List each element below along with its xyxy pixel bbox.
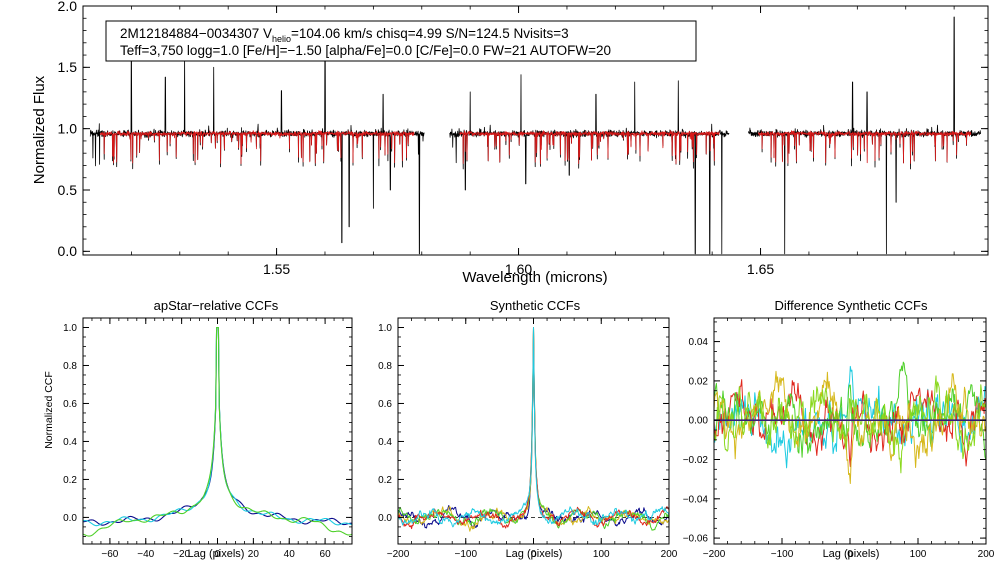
x-tick-label: −100 [454,549,477,560]
ccf-apstar-series [83,326,353,526]
ccf-difference-xlabel: Lag (pixels) [823,548,880,560]
y-tick-label: 0.4 [63,437,77,448]
ccf-apstar-ylabel: Normalized CCF [43,371,55,449]
ccf-synthetic-lines [397,327,670,532]
x-tick-label: −40 [137,549,154,560]
x-tick-label: −100 [771,549,794,560]
y-tick-label: 1.0 [63,323,77,334]
x-tick-label: 100 [593,549,610,560]
y-tick-label: 0.8 [63,361,77,372]
x-tick-label: 200 [661,549,678,560]
y-tick-label: 0.0 [63,513,77,524]
spectrum-ylabel: Normalized Flux [31,75,48,184]
ccf-synthetic-ticks: −200 −100 0 100 200 0.0 0.2 0.4 0.6 0.8 1.0 [378,317,678,560]
ccf-difference-title: Difference Synthetic CCFs [775,298,928,313]
y-tick-label: 0.00 [689,416,709,427]
x-tick-label: 0 [215,549,221,560]
x-tick-label: 100 [910,549,927,560]
y-tick-label: 0.6 [378,399,392,410]
y-tick-label: 1.0 [378,323,392,334]
annotation-line-1-prefix: 2M12184884−0034307 V [120,26,272,41]
spectrum-observed-line [449,74,730,255]
annotation-line-2: Teff=3,750 logg=1.0 [Fe/H]=−1.50 [alpha/… [120,43,611,58]
spectrum-model-line [757,130,972,164]
y-tick-label: 0.2 [378,475,392,486]
y-tick-label: 1.0 [58,121,78,137]
x-tick-label: 1.60 [505,261,532,277]
annotation-line-1: 2M12184884−0034307 Vhelio=104.06 km/s ch… [120,26,569,44]
y-tick-label: −0.04 [683,494,709,505]
spectrum-ticks: 1.55 1.60 1.65 0.0 0.5 1.0 1.5 2.0 [58,0,988,277]
ccf-difference-frame [713,317,987,545]
x-tick-label: 0 [847,549,853,560]
y-tick-label: 2.0 [58,0,78,14]
ccf-synthetic-panel: Synthetic CCFs −200 −100 0 100 200 0.0 0.2 0.4 0… [378,298,678,560]
spectrum-lines [89,16,982,255]
ccf-difference-series [714,375,986,474]
ccf-difference-ticks: −200 −100 0 100 200 −0.06 −0.04 −0.02 0.00 0.02 0.… [683,318,995,560]
y-tick-label: 0.0 [58,243,78,259]
x-tick-label: 40 [284,549,296,560]
y-tick-label: 0.6 [63,399,77,410]
x-tick-label: −20 [173,549,190,560]
ccf-apstar-series [82,326,353,527]
ccf-difference-lines [714,361,986,484]
ccf-synthetic-xlabel: Lag (pixels) [506,548,563,560]
y-tick-label: 0.5 [58,182,78,198]
y-tick-label: −0.06 [683,534,709,545]
annotation-frame [105,20,697,62]
y-tick-label: 0.2 [63,475,77,486]
x-tick-label: −200 [387,549,410,560]
ccf-apstar-frame [82,317,353,545]
y-tick-label: 0.04 [689,337,709,348]
x-tick-label: 1.65 [747,261,774,277]
ccf-synthetic-series [397,327,670,528]
ccf-difference-panel: Difference Synthetic CCFs −200 −100 0 100 20… [683,298,995,560]
spectrum-model-line [99,130,415,165]
annotation-vhelio-subscript: helio [272,34,291,44]
ccf-apstar-lines [82,326,353,537]
ccf-synthetic-title: Synthetic CCFs [490,298,581,313]
y-tick-label: 0.02 [689,376,709,387]
ccf-difference-series [714,370,986,484]
x-tick-label: −60 [101,549,118,560]
spectrum-xlabel: Wavelength (microns) [462,269,607,286]
y-tick-label: −0.02 [683,455,709,466]
spectrum-panel: 1.55 1.60 1.65 0.0 0.5 1.0 1.5 2.0 Normalized F… [31,0,989,286]
y-tick-label: 0.8 [378,361,392,372]
ccf-apstar-xlabel: Lag (pixels) [188,548,245,560]
annotation-line-1-suffix: =104.06 km/s chisq=4.99 S/N=124.5 Nvisit… [291,26,569,41]
ccf-apstar-title: apStar−relative CCFs [154,298,279,313]
ccf-apstar-panel: apStar−relative CCFs −60 −40 −20 0 20 40 60 0.0… [43,298,353,560]
x-tick-label: 1.55 [263,261,290,277]
ccf-difference-series [714,379,986,468]
x-tick-label: 60 [320,549,332,560]
x-tick-label: 20 [248,549,260,560]
x-tick-label: 200 [978,549,995,560]
ccf-apstar-ticks: −60 −40 −20 0 20 40 60 0.0 0.2 0.4 0.6 0.8 1.0 [63,317,353,560]
spectrum-plot-frame [82,5,989,256]
spectrum-observed-line [89,41,425,255]
y-tick-label: 0.0 [378,513,392,524]
ccf-apstar-series [82,326,353,537]
x-tick-label: 0 [531,549,537,560]
spectrum-annotation-box: 2M12184884−0034307 Vhelio=104.06 km/s ch… [105,20,697,62]
x-tick-label: −200 [703,549,726,560]
y-tick-label: 0.4 [378,437,392,448]
spectrum-model-line [459,130,720,165]
y-tick-label: 1.5 [58,59,78,75]
